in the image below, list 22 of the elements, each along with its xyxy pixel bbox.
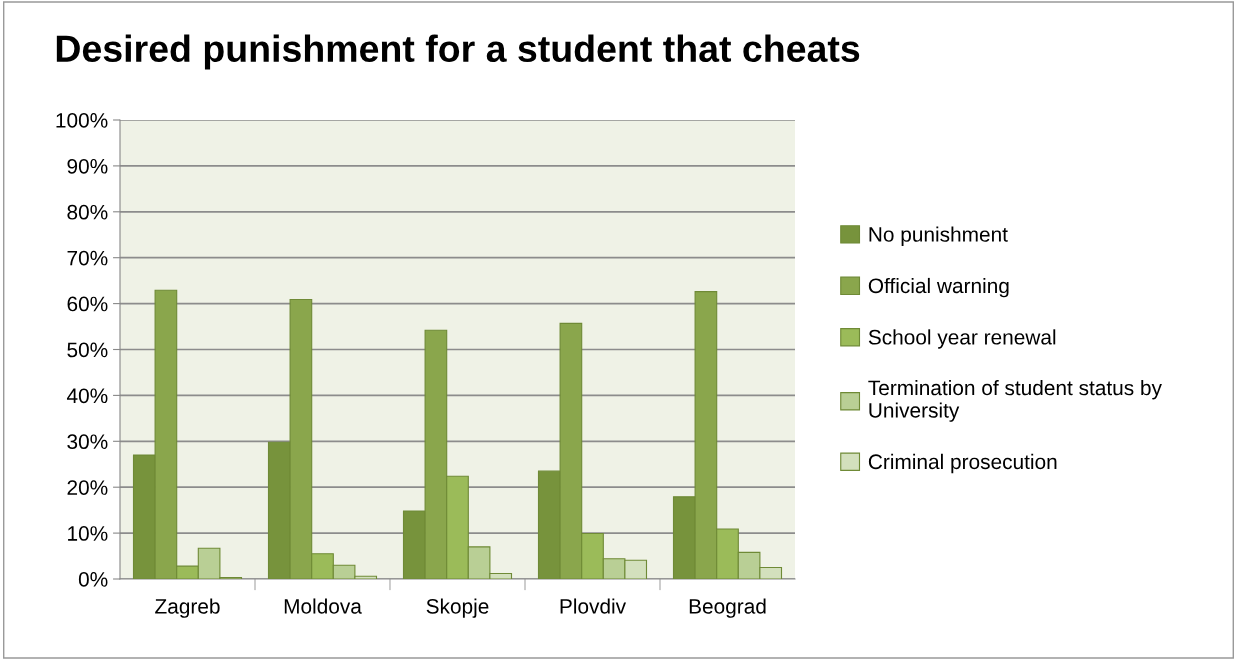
legend-label: Criminal prosecution bbox=[868, 453, 1057, 474]
y-tick-label: 90% bbox=[67, 158, 108, 174]
y-tick-label: 30% bbox=[67, 434, 108, 450]
x-tick-label: Plovdiv bbox=[560, 598, 627, 614]
y-tick-label: 10% bbox=[68, 526, 108, 541]
legend-label: Termination of student status by University bbox=[868, 379, 1162, 422]
y-tick-label: 70% bbox=[67, 250, 108, 266]
chart-title: Desired punishment for a student that cheats bbox=[56, 34, 860, 70]
y-tick-label: 40% bbox=[66, 388, 108, 404]
y-tick-label: 50% bbox=[67, 342, 108, 358]
x-tick-label: Beograd bbox=[689, 598, 766, 618]
x-tick-label: Skopje bbox=[426, 598, 489, 618]
y-tick-label: 100% bbox=[56, 113, 108, 128]
x-tick-label: Zagreb bbox=[155, 598, 220, 618]
y-tick-label: 80% bbox=[67, 204, 108, 220]
legend-label: Official warning bbox=[868, 277, 1009, 298]
y-tick-label: 20% bbox=[67, 480, 108, 495]
y-tick-label: 60% bbox=[67, 296, 108, 312]
legend-label: School year renewal bbox=[868, 329, 1056, 349]
legend-label: No punishment bbox=[869, 226, 1008, 246]
x-tick-label: Moldova bbox=[284, 598, 362, 614]
y-tick-label: 0% bbox=[78, 572, 108, 587]
